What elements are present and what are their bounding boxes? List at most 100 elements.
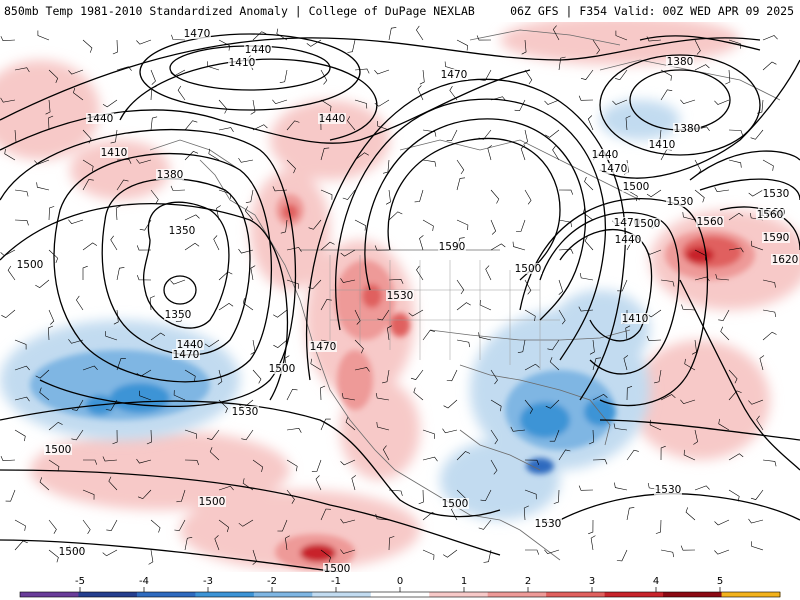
wind-barb — [646, 36, 662, 42]
wind-barb — [552, 145, 560, 161]
wind-barb — [646, 249, 662, 255]
colorbar-swatch — [429, 592, 489, 597]
wind-barb — [273, 339, 288, 348]
wind-barb — [273, 309, 288, 318]
contour-label: 1560 — [697, 216, 724, 228]
wind-barb — [218, 189, 231, 199]
wind-barb — [762, 279, 776, 288]
wind-barb — [286, 489, 295, 504]
contour-label: 1410 — [622, 313, 649, 325]
wind-barb — [442, 428, 458, 434]
contour-label: 1410 — [649, 139, 676, 151]
wind-barb — [725, 69, 731, 85]
wind-barb — [748, 518, 764, 524]
wind-barb — [418, 489, 424, 505]
contour-label-bg — [756, 209, 784, 220]
wind-barb — [588, 429, 594, 445]
wind-barb — [48, 421, 63, 431]
wind-barb — [476, 35, 492, 41]
contour-label-bg — [514, 263, 542, 274]
cool-anomaly-core — [30, 350, 616, 474]
wind-barb — [417, 85, 424, 101]
wind-barb — [280, 219, 288, 234]
contour-label: 1530 — [667, 196, 694, 208]
contour-label: 1590 — [763, 232, 790, 244]
wind-barb — [102, 99, 118, 108]
wind-barb — [252, 31, 267, 41]
contour-label: 1500 — [623, 181, 650, 193]
wind-barb — [238, 248, 254, 254]
wind-barb — [377, 120, 390, 131]
wind-barb — [419, 235, 424, 251]
wind-barb — [76, 295, 84, 311]
state-borders — [329, 255, 560, 370]
wind-barb — [549, 357, 560, 371]
contour-label: 1440 — [87, 113, 114, 125]
wind-barb — [757, 99, 764, 114]
contour-label-bg — [600, 163, 628, 174]
wind-barb — [177, 85, 186, 101]
wind-barb — [558, 449, 571, 461]
wind-barb — [184, 537, 193, 551]
wind-barb — [375, 513, 390, 521]
wind-barb — [218, 127, 234, 132]
wind-barb — [170, 185, 186, 191]
wind-barb — [388, 211, 403, 221]
wind-barb — [354, 219, 366, 231]
wind-barb — [7, 265, 16, 281]
wind-barb — [139, 219, 152, 231]
wind-barb — [286, 120, 300, 131]
wind-barb — [728, 390, 742, 401]
wind-barb — [683, 449, 696, 461]
wind-barb — [748, 399, 764, 405]
wind-barb — [82, 129, 92, 144]
wind-barb — [48, 459, 60, 472]
wind-barb — [0, 249, 16, 257]
wind-barb — [213, 235, 220, 251]
wind-barb — [320, 99, 332, 112]
wind-barb — [684, 358, 696, 371]
wind-barb — [422, 159, 437, 167]
wind-barb — [115, 205, 121, 221]
wind-barb — [320, 549, 331, 563]
map-header: 850mb Temp 1981-2010 Standardized Anomal… — [0, 0, 800, 22]
wind-barb — [35, 369, 50, 379]
wind-barb — [382, 369, 390, 384]
wind-barb — [217, 369, 223, 385]
wind-barb — [245, 189, 254, 203]
wind-barb — [762, 309, 777, 318]
contour-label-bg — [440, 69, 468, 80]
wind-barb — [387, 325, 392, 341]
contour-label: 1500 — [269, 363, 296, 375]
wind-barb — [487, 145, 492, 161]
wind-barb — [285, 535, 290, 551]
wind-barb — [626, 189, 638, 202]
wind-barb — [762, 61, 777, 71]
wind-barb — [490, 369, 498, 385]
wind-barb — [490, 189, 500, 204]
wind-barb — [485, 265, 492, 281]
wind-barb — [112, 429, 118, 445]
wind-barb — [613, 423, 628, 431]
wind-barb — [48, 206, 55, 221]
wind-barb — [512, 241, 526, 251]
contour-label: 1590 — [439, 241, 466, 253]
wind-barb — [694, 159, 702, 175]
wind-barb — [480, 69, 492, 81]
wind-barb — [68, 219, 84, 224]
wind-barb — [615, 30, 628, 41]
wind-barb — [14, 365, 30, 371]
wind-barb — [110, 129, 118, 144]
wind-barb — [116, 358, 126, 371]
wind-barb — [252, 549, 257, 565]
wind-barb — [252, 124, 268, 131]
contour-label-bg — [621, 313, 649, 324]
wind-barb — [308, 219, 322, 230]
wind-barb — [39, 477, 50, 491]
wind-barb — [655, 519, 662, 534]
wind-barb — [102, 549, 118, 557]
wind-barb — [340, 278, 356, 283]
wind-barb — [106, 519, 118, 531]
contour-label-bg — [231, 406, 259, 417]
